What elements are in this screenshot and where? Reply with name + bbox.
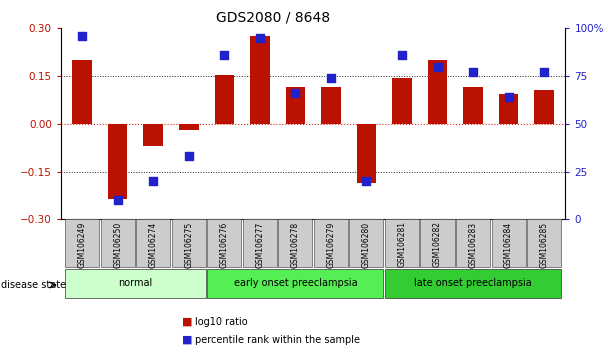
Point xyxy=(326,75,336,81)
Point xyxy=(468,69,478,75)
Point xyxy=(219,52,229,58)
Point xyxy=(539,69,549,75)
Bar xyxy=(108,124,128,199)
Point xyxy=(397,52,407,58)
Bar xyxy=(499,93,519,124)
Bar xyxy=(143,124,163,146)
Bar xyxy=(215,75,234,124)
Bar xyxy=(207,269,384,297)
Bar xyxy=(243,219,277,267)
Bar xyxy=(278,219,313,267)
Text: early onset preeclampsia: early onset preeclampsia xyxy=(233,278,357,288)
Bar xyxy=(456,219,490,267)
Text: GSM106276: GSM106276 xyxy=(219,221,229,268)
Point xyxy=(113,198,123,203)
Text: GSM106275: GSM106275 xyxy=(184,221,193,268)
Point xyxy=(255,35,264,41)
Bar xyxy=(385,269,561,297)
Bar xyxy=(321,87,340,124)
Point xyxy=(503,94,513,100)
Text: disease state: disease state xyxy=(1,280,66,290)
Text: GSM106279: GSM106279 xyxy=(326,221,336,268)
Bar xyxy=(250,36,269,124)
Text: ■: ■ xyxy=(182,335,193,345)
Text: late onset preeclampsia: late onset preeclampsia xyxy=(414,278,532,288)
Text: GSM106281: GSM106281 xyxy=(398,221,407,267)
Text: GSM106249: GSM106249 xyxy=(78,221,86,268)
Text: normal: normal xyxy=(119,278,153,288)
Bar xyxy=(179,124,198,130)
Text: GSM106284: GSM106284 xyxy=(504,221,513,268)
Point xyxy=(291,91,300,96)
Point xyxy=(184,154,193,159)
Point xyxy=(433,64,443,69)
Text: GSM106285: GSM106285 xyxy=(540,221,548,268)
Bar xyxy=(65,219,99,267)
Bar xyxy=(207,219,241,267)
Bar xyxy=(65,269,206,297)
Bar xyxy=(491,219,526,267)
Text: GSM106274: GSM106274 xyxy=(149,221,157,268)
Bar xyxy=(527,219,561,267)
Point xyxy=(148,178,158,184)
Text: GSM106250: GSM106250 xyxy=(113,221,122,268)
Text: GSM106283: GSM106283 xyxy=(469,221,477,268)
Bar xyxy=(136,219,170,267)
Bar xyxy=(463,87,483,124)
Text: GSM106277: GSM106277 xyxy=(255,221,264,268)
Bar xyxy=(314,219,348,267)
Bar xyxy=(350,219,384,267)
Point xyxy=(77,33,87,39)
Bar xyxy=(357,124,376,183)
Text: GSM106278: GSM106278 xyxy=(291,221,300,268)
Text: ■: ■ xyxy=(182,317,193,327)
Bar xyxy=(421,219,455,267)
Text: GSM106280: GSM106280 xyxy=(362,221,371,268)
Bar xyxy=(286,87,305,124)
Text: GSM106282: GSM106282 xyxy=(433,221,442,267)
Bar xyxy=(385,219,419,267)
Bar xyxy=(72,60,92,124)
Bar xyxy=(171,219,206,267)
Bar xyxy=(392,78,412,124)
Point xyxy=(362,178,371,184)
Bar xyxy=(100,219,135,267)
Title: GDS2080 / 8648: GDS2080 / 8648 xyxy=(216,10,330,24)
Bar xyxy=(428,60,447,124)
Text: percentile rank within the sample: percentile rank within the sample xyxy=(195,335,359,345)
Bar xyxy=(534,91,554,124)
Text: log10 ratio: log10 ratio xyxy=(195,317,247,327)
